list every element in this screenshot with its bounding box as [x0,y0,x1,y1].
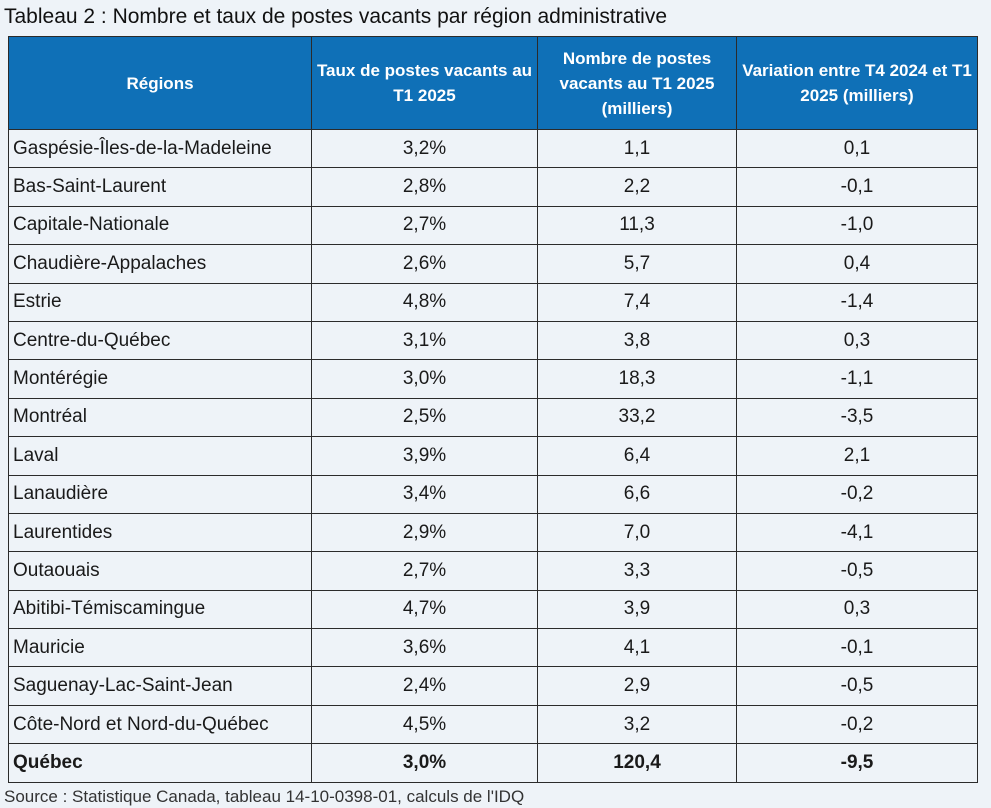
cell-count: 5,7 [537,244,737,284]
cell-count: 3,8 [537,320,737,361]
cell-count: 7,0 [537,512,737,553]
cell-total-region: Québec [8,743,312,783]
source-note: Source : Statistique Canada, tableau 14-… [4,787,525,806]
cell-count: 3,3 [537,551,737,591]
cell-variation: -3,5 [736,397,978,438]
cell-variation: -1,0 [736,205,978,246]
cell-region: Abitibi-Témiscamingue [8,589,312,630]
cell-rate: 3,9% [311,436,538,476]
cell-count: 3,2 [537,704,737,745]
cell-variation: 2,1 [736,436,978,476]
cell-total-count: 120,4 [537,743,737,783]
cell-variation: -1,1 [736,359,978,399]
header-variation: Variation entre T4 2024 et T1 2025 (mill… [736,36,978,130]
cell-count: 1,1 [537,128,737,169]
cell-region: Bas-Saint-Laurent [8,167,312,207]
table-row: Côte-Nord et Nord-du-Québec 4,5% 3,2 -0,… [8,704,978,745]
cell-rate: 3,4% [311,474,538,514]
cell-count: 6,4 [537,436,737,476]
vacancy-table-container: Régions Taux de postes vacants au T1 202… [8,36,978,783]
cell-region: Gaspésie-Îles-de-la-Madeleine [8,128,312,169]
cell-rate: 2,7% [311,205,538,246]
cell-rate: 2,7% [311,551,538,591]
table-row: Montérégie 3,0% 18,3 -1,1 [8,359,978,399]
table-row: Abitibi-Témiscamingue 4,7% 3,9 0,3 [8,589,978,630]
cell-region: Estrie [8,282,312,322]
cell-region: Laval [8,436,312,476]
table-row: Centre-du-Québec 3,1% 3,8 0,3 [8,320,978,361]
cell-variation: -0,5 [736,551,978,591]
cell-variation: -1,4 [736,282,978,322]
cell-variation: 0,4 [736,244,978,284]
cell-count: 33,2 [537,397,737,438]
cell-variation: -0,1 [736,167,978,207]
header-vacancy-count: Nombre de postes vacants au T1 2025 (mil… [537,36,737,130]
cell-rate: 3,0% [311,359,538,399]
cell-count: 2,9 [537,666,737,706]
cell-region: Saguenay-Lac-Saint-Jean [8,666,312,706]
cell-rate: 2,6% [311,244,538,284]
cell-region: Montérégie [8,359,312,399]
cell-variation: 0,1 [736,128,978,169]
table-row: Bas-Saint-Laurent 2,8% 2,2 -0,1 [8,167,978,207]
header-regions: Régions [8,36,312,130]
cell-count: 11,3 [537,205,737,246]
cell-variation: 0,3 [736,589,978,630]
table-total-row: Québec 3,0% 120,4 -9,5 [8,743,978,783]
cell-count: 18,3 [537,359,737,399]
cell-total-rate: 3,0% [311,743,538,783]
cell-rate: 2,5% [311,397,538,438]
table-row: Saguenay-Lac-Saint-Jean 2,4% 2,9 -0,5 [8,666,978,706]
cell-rate: 3,1% [311,320,538,361]
cell-variation: -0,2 [736,474,978,514]
vacancy-table: Régions Taux de postes vacants au T1 202… [8,36,978,783]
cell-rate: 2,4% [311,666,538,706]
table-row: Mauricie 3,6% 4,1 -0,1 [8,628,978,668]
cell-variation: -0,5 [736,666,978,706]
cell-region: Capitale-Nationale [8,205,312,246]
cell-variation: -0,1 [736,628,978,668]
cell-region: Lanaudière [8,474,312,514]
cell-region: Côte-Nord et Nord-du-Québec [8,704,312,745]
cell-region: Centre-du-Québec [8,320,312,361]
cell-rate: 3,2% [311,128,538,169]
cell-total-variation: -9,5 [736,743,978,783]
cell-count: 6,6 [537,474,737,514]
table-row: Montréal 2,5% 33,2 -3,5 [8,397,978,438]
cell-variation: -0,2 [736,704,978,745]
cell-region: Chaudière-Appalaches [8,244,312,284]
cell-count: 4,1 [537,628,737,668]
table-header-row: Régions Taux de postes vacants au T1 202… [8,36,978,130]
table-title: Tableau 2 : Nombre et taux de postes vac… [4,5,668,28]
table-row: Capitale-Nationale 2,7% 11,3 -1,0 [8,205,978,246]
cell-rate: 4,5% [311,704,538,745]
cell-region: Outaouais [8,551,312,591]
cell-region: Laurentides [8,512,312,553]
cell-rate: 3,6% [311,628,538,668]
cell-rate: 4,8% [311,282,538,322]
cell-rate: 4,7% [311,589,538,630]
cell-rate: 2,8% [311,167,538,207]
cell-variation: -4,1 [736,512,978,553]
table-row: Outaouais 2,7% 3,3 -0,5 [8,551,978,591]
cell-region: Mauricie [8,628,312,668]
table-row: Lanaudière 3,4% 6,6 -0,2 [8,474,978,514]
header-vacancy-rate: Taux de postes vacants au T1 2025 [311,36,538,130]
cell-region: Montréal [8,397,312,438]
cell-count: 3,9 [537,589,737,630]
table-row: Laurentides 2,9% 7,0 -4,1 [8,512,978,553]
cell-count: 2,2 [537,167,737,207]
cell-rate: 2,9% [311,512,538,553]
cell-count: 7,4 [537,282,737,322]
cell-variation: 0,3 [736,320,978,361]
table-row: Chaudière-Appalaches 2,6% 5,7 0,4 [8,244,978,284]
table-row: Laval 3,9% 6,4 2,1 [8,436,978,476]
table-row: Gaspésie-Îles-de-la-Madeleine 3,2% 1,1 0… [8,128,978,169]
table-row: Estrie 4,8% 7,4 -1,4 [8,282,978,322]
